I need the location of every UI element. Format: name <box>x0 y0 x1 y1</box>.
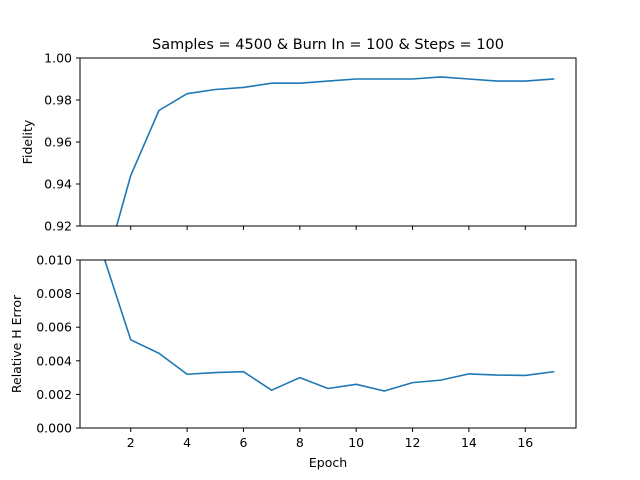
x-tick-label-relative-h-error: 2 <box>127 435 135 450</box>
y-axis-label-fidelity: Fidelity <box>20 119 35 164</box>
relative-h-error-series-line <box>103 260 555 392</box>
plot-frame-fidelity <box>79 57 577 227</box>
y-tick-label-fidelity: 0.94 <box>44 177 72 192</box>
y-tick-label-fidelity: 0.98 <box>44 93 72 108</box>
plot-frame-relative-h-error <box>79 259 577 429</box>
y-axis-ticks-relative-h-error: 0.000 0.002 0.004 0.006 0.008 0.010 <box>36 253 80 436</box>
y-tick-label-relative-h-error: 0.008 <box>36 286 72 301</box>
x-tick-label-relative-h-error: 4 <box>183 435 191 450</box>
y-tick-label-relative-h-error: 0.000 <box>36 421 72 436</box>
x-tick-label-relative-h-error: 14 <box>461 435 477 450</box>
x-tick-label-relative-h-error: 6 <box>239 435 247 450</box>
y-tick-label-fidelity: 0.92 <box>44 219 72 234</box>
x-axis-ticks-fidelity <box>130 226 526 230</box>
y-axis-label-relative-h-error: Relative H Error <box>9 294 24 393</box>
relative-h-error-chart: Relative H Error Epoch 0.0000.0020.0040.… <box>9 253 577 470</box>
fidelity-series-line <box>115 76 555 226</box>
x-tick-label-relative-h-error: 8 <box>296 435 304 450</box>
chart-title: Samples = 4500 & Burn In = 100 & Steps =… <box>152 37 504 53</box>
y-tick-label-fidelity: 0.96 <box>44 135 72 150</box>
y-tick-label-relative-h-error: 0.006 <box>36 320 72 335</box>
x-axis-label-epoch: Epoch <box>309 455 347 470</box>
y-tick-label-relative-h-error: 0.004 <box>36 353 72 368</box>
y-tick-label-fidelity: 1.00 <box>44 51 72 66</box>
x-axis-ticks-epoch: 2 4 6 8 10 12 14 16 <box>127 428 533 450</box>
x-tick-label-relative-h-error: 16 <box>517 435 533 450</box>
y-tick-label-relative-h-error: 0.010 <box>36 253 72 268</box>
x-tick-label-relative-h-error: 12 <box>405 435 421 450</box>
x-tick-label-relative-h-error: 10 <box>348 435 364 450</box>
y-axis-ticks-fidelity: 0.92 0.94 0.96 0.98 1.00 <box>44 51 80 234</box>
y-tick-label-relative-h-error: 0.002 <box>36 387 72 402</box>
fidelity-chart: Samples = 4500 & Burn In = 100 & Steps =… <box>20 37 577 234</box>
